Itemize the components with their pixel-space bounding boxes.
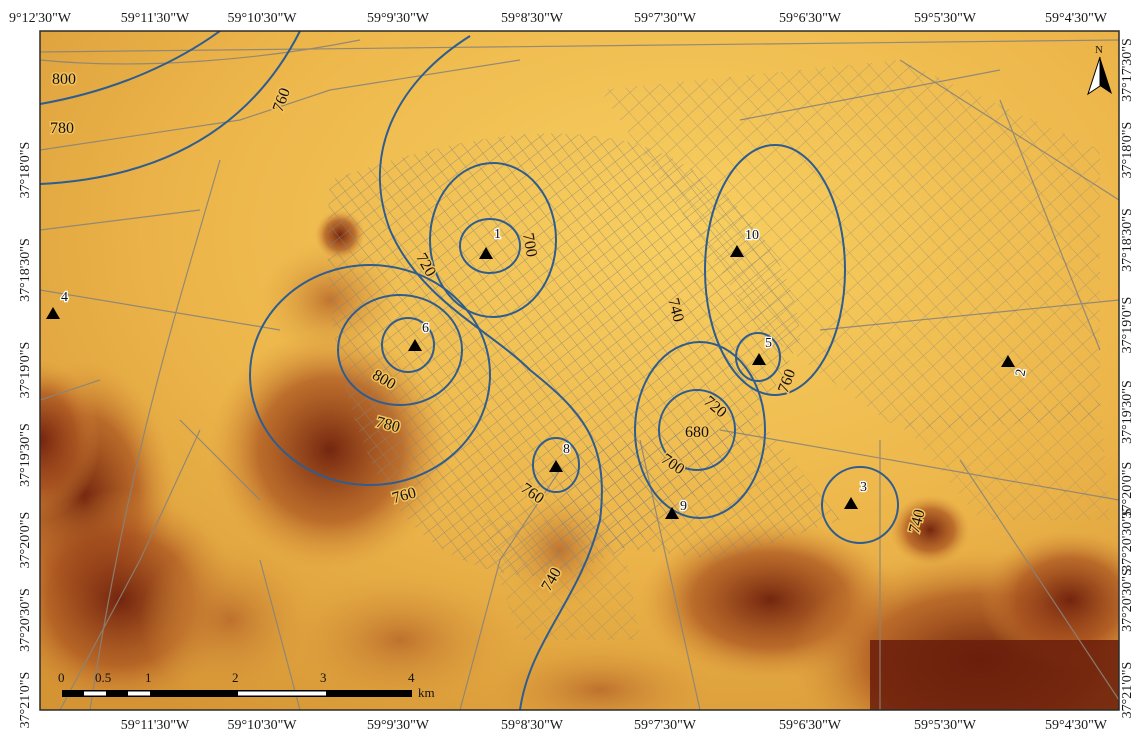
map-body: 800 780 760 720 700 800 780 760 760 740 … — [40, 31, 1119, 710]
right-tick-label: 37°21'0"S — [1120, 662, 1135, 719]
stations: 1 2 3 4 5 6 8 — [46, 226, 1031, 519]
left-tick-label: 37°18'0"S — [18, 142, 33, 199]
station-3: 3 — [844, 479, 868, 509]
bottom-tick-label: 59°7'30"W — [634, 718, 697, 733]
contour-680-loop — [658, 389, 736, 471]
top-tick-label: 59°8'30"W — [501, 11, 564, 26]
station-label: 9 — [680, 499, 687, 514]
contour-800-loop-6 — [381, 317, 435, 373]
left-graticule: 37°18'0"S 37°18'30"S 37°19'0"S 37°19'30"S 37… — [18, 142, 33, 729]
station-5: 5 — [752, 335, 773, 365]
scale-bar: 0 0.5 1 2 3 4 km — [58, 670, 435, 700]
contour-760-loop-6 — [249, 264, 491, 486]
station-label: 1 — [494, 227, 501, 242]
street-network — [40, 39, 1119, 710]
contour-label: 700 — [519, 232, 540, 259]
bottom-tick-label: 59°10'30"W — [227, 718, 297, 733]
top-tick-label: 9°12'30"W — [9, 11, 72, 26]
top-tick-label: 59°9'30"W — [367, 11, 430, 26]
scale-label: 2 — [232, 670, 239, 685]
right-tick-label: 37°18'0"S — [1120, 122, 1135, 179]
scale-label: 1 — [145, 670, 152, 685]
scale-label: 0.5 — [95, 670, 111, 685]
right-tick-label: 37°19'0"S — [1120, 297, 1135, 354]
contour-780-loop-6 — [337, 294, 463, 406]
station-1: 1 — [479, 226, 502, 259]
contour-720-loop-1 — [459, 218, 521, 274]
station-label: 4 — [61, 290, 68, 305]
station-label: 8 — [563, 442, 570, 457]
bottom-tick-label: 59°8'30"W — [501, 718, 564, 733]
top-tick-label: 59°11'30"W — [121, 11, 190, 26]
top-tick-label: 59°6'30"W — [779, 11, 842, 26]
station-4: 4 — [46, 289, 69, 319]
left-tick-label: 37°18'30"S — [18, 238, 33, 302]
contour-label: 780 — [50, 120, 74, 137]
station-label: 10 — [745, 228, 759, 243]
contour-label: 800 — [52, 71, 76, 88]
scale-label: 3 — [320, 670, 327, 685]
left-tick-label: 37°20'0"S — [18, 512, 33, 569]
right-tick-label: 37°18'30"S — [1120, 208, 1135, 272]
left-tick-label: 37°20'30"S — [18, 588, 33, 652]
contour-label: 680 — [685, 424, 709, 441]
bottom-tick-label: 59°6'30"W — [779, 718, 842, 733]
bottom-tick-label: 59°4'30"W — [1045, 718, 1108, 733]
bottom-tick-label: 59°11'30"W — [121, 718, 190, 733]
contour-760-north — [379, 35, 603, 710]
station-label: 5 — [765, 336, 772, 351]
scale-label: 4 — [408, 670, 415, 685]
top-tick-label: 59°5'30"W — [914, 11, 977, 26]
contour-700-loop-1 — [429, 162, 557, 318]
bottom-graticule: 59°11'30"W 59°10'30"W 59°9'30"W 59°8'30"W 59… — [121, 718, 1108, 733]
contour-780-nw — [40, 31, 301, 185]
bottom-tick-label: 59°9'30"W — [367, 718, 430, 733]
contour-740-loop-3 — [821, 466, 899, 544]
right-graticule: 37°17'30"S 37°18'0"S 37°18'30"S 37°19'0"S 37… — [1120, 38, 1135, 718]
station-9: 9 — [665, 498, 688, 519]
left-tick-label: 37°19'0"S — [18, 342, 33, 399]
top-tick-label: 59°7'30"W — [634, 11, 697, 26]
scale-unit: km — [418, 685, 435, 700]
station-10: 10 — [730, 227, 760, 257]
station-2: 2 — [1001, 355, 1031, 379]
station-6: 6 — [408, 320, 430, 351]
right-tick-label: 37°20'0"S — [1120, 462, 1135, 519]
right-tick-label: 37°19'30"S — [1120, 380, 1135, 444]
map-frame — [39, 30, 1120, 711]
station-label: 3 — [860, 480, 867, 495]
top-tick-label: 59°10'30"W — [227, 11, 297, 26]
right-tick-label: 37°20'30"S — [1120, 568, 1135, 632]
scale-label: 0 — [58, 670, 65, 685]
top-graticule: 9°12'30"W 59°11'30"W 59°10'30"W 59°9'30"W 59… — [9, 11, 1108, 26]
station-label: 2 — [1013, 368, 1029, 377]
right-tick-label: 37°20'30"S — [1120, 508, 1135, 572]
contour-800-nw — [40, 31, 221, 105]
north-arrow: N — [1087, 44, 1112, 96]
right-tick-label: 37°17'30"S — [1120, 38, 1135, 102]
station-label: 6 — [422, 321, 429, 336]
bottom-tick-label: 59°5'30"W — [914, 718, 977, 733]
left-tick-label: 37°19'30"S — [18, 423, 33, 487]
elevation-shading — [40, 210, 1119, 710]
contour-740-loop-10 — [704, 144, 846, 396]
contour-720-loop — [634, 341, 766, 519]
north-arrow-label: N — [1095, 44, 1103, 56]
contour-lines — [40, 31, 899, 710]
top-tick-label: 59°4'30"W — [1045, 11, 1108, 26]
contour-760-loop-5 — [735, 332, 781, 382]
contour-760-loop-8 — [532, 437, 580, 493]
left-tick-label: 37°21'0"S — [18, 672, 33, 729]
station-8: 8 — [549, 441, 571, 472]
